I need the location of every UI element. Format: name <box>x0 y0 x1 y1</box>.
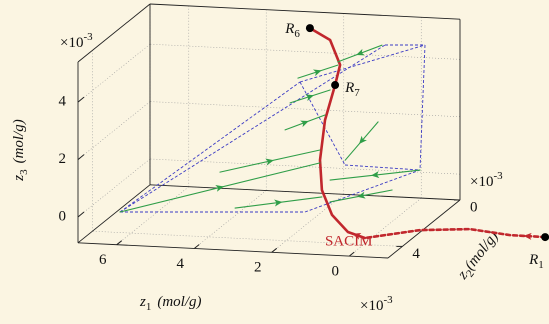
state-point <box>541 233 549 242</box>
point-label-main: R <box>344 80 354 96</box>
axis-multiplier: ×10-3 <box>360 294 393 315</box>
grid-line <box>271 194 344 253</box>
axis-edge <box>149 184 461 201</box>
multiplier-exponent: -3 <box>83 31 93 43</box>
xlabel-label-part: (mol/g) <box>157 294 201 310</box>
grid-line <box>116 186 189 245</box>
multiplier-exponent: -3 <box>383 294 393 306</box>
polytope-edge <box>119 81 301 213</box>
grid-line <box>77 101 151 160</box>
arrowhead <box>265 158 274 166</box>
point-label: R7 <box>344 80 360 98</box>
point-label: R1 <box>528 253 544 271</box>
grid-line <box>77 158 151 218</box>
polytope-edge <box>299 44 426 83</box>
tick-mark <box>116 240 123 246</box>
zlabel-label-part: z <box>11 175 27 182</box>
arrowhead <box>312 69 322 77</box>
arrowhead <box>371 171 380 179</box>
grid-line <box>77 43 151 103</box>
arrowhead <box>274 199 283 207</box>
x-tick-label: 4 <box>177 256 185 272</box>
grid-line <box>349 197 422 257</box>
multiplier-base: ×10 <box>360 298 383 314</box>
zlabel-label: z3 (mol/g) <box>11 119 29 182</box>
x-tick-label: 2 <box>254 260 262 276</box>
trajectory <box>363 227 547 240</box>
z-tick-label: 4 <box>59 94 67 110</box>
zlabel-label-part: (mol/g) <box>11 119 27 163</box>
xlabel-label-part: z <box>139 294 146 310</box>
arrowhead <box>357 191 366 199</box>
grid-line <box>92 230 403 247</box>
point-label-sub: 1 <box>538 259 544 271</box>
tick-mark <box>77 96 85 103</box>
arrowhead <box>359 135 367 145</box>
y-tick-label: 0 <box>470 199 478 215</box>
tick-mark <box>348 251 355 257</box>
grid-line <box>194 190 267 249</box>
point-label-main: R <box>528 253 538 269</box>
tick-mark <box>77 154 85 160</box>
point-label: R6 <box>284 22 300 40</box>
multiplier-base: ×10 <box>60 35 83 51</box>
ylabel-label: z2(mol/g) <box>455 229 504 285</box>
point-label-main: R <box>284 22 294 38</box>
ylabel-label-part: (mol/g) <box>462 229 502 274</box>
polytope-edge <box>419 44 426 171</box>
axis-edge <box>77 242 389 259</box>
axis-multiplier: ×10-3 <box>60 31 93 52</box>
xlabel-label-part: 1 <box>146 301 152 313</box>
polytope-edge <box>304 169 421 213</box>
arrowhead <box>215 185 224 192</box>
grid-line <box>149 43 461 60</box>
multiplier-exponent: -3 <box>493 170 503 182</box>
tick-mark <box>193 244 200 249</box>
series-label: SACIM <box>325 233 373 249</box>
y-tick-label: 4 <box>412 246 420 262</box>
multiplier-base: ×10 <box>470 174 493 190</box>
axis-edge <box>77 3 151 63</box>
point-label-sub: 7 <box>354 87 360 99</box>
tick-mark <box>271 247 278 253</box>
ylabel-label-part: 2 <box>464 268 477 280</box>
axes-box <box>77 3 461 259</box>
x-tick-label: 6 <box>99 252 107 268</box>
arrowhead <box>352 233 362 240</box>
z-tick-label: 2 <box>59 151 67 167</box>
polytope-edge <box>119 44 386 213</box>
trajectory <box>308 26 367 240</box>
state-point <box>305 24 314 33</box>
tick-mark <box>77 211 85 218</box>
x-tick-label: 0 <box>332 264 340 280</box>
arrowhead <box>523 232 532 240</box>
point-label-sub: 6 <box>294 28 300 40</box>
grid <box>77 4 461 257</box>
polytope-edge <box>344 164 421 171</box>
arrowhead <box>356 48 365 56</box>
axis-edge <box>77 184 151 244</box>
axis-edge <box>149 3 461 20</box>
axis-multiplier: ×10-3 <box>470 170 503 191</box>
arrowhead <box>300 120 309 128</box>
z-tick-label: 0 <box>59 208 67 224</box>
grid-line <box>149 101 461 118</box>
zlabel-label-part: 3 <box>18 169 30 175</box>
xlabel-label: z1 (mol/g) <box>139 294 202 312</box>
arrowhead <box>305 94 314 102</box>
polytope <box>119 44 426 213</box>
state-point <box>331 81 340 90</box>
